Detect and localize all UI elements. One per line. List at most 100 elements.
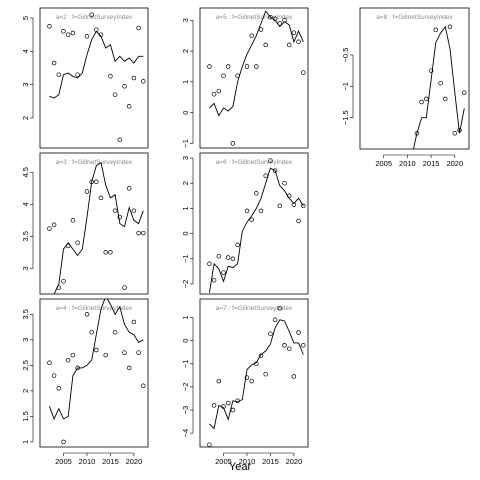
model-fit-line [413, 25, 465, 149]
observation-point [112, 208, 118, 213]
observation-point [419, 99, 424, 105]
observation-point [51, 222, 57, 228]
observation-point [235, 398, 240, 404]
observation-point [207, 442, 212, 447]
panel-3: a=4 : f=GillnetSurveyIndex 1 1.5 2 2.5 3 3.5 20… [21, 295, 149, 466]
observation-point [108, 74, 113, 79]
x-axis-title: Year [229, 461, 252, 473]
observation-point [65, 32, 71, 37]
observation-point [122, 350, 127, 355]
observation-point [211, 277, 217, 283]
observation-point [443, 96, 448, 102]
observation-point [230, 407, 236, 413]
x-tick-label: 2010 [399, 159, 416, 168]
observation-point [428, 68, 434, 73]
y-tick-label: 2 [181, 49, 190, 53]
y-tick-label: −2 [181, 383, 190, 392]
observation-point [141, 383, 146, 389]
observation-point [89, 329, 94, 335]
observation-point [89, 179, 94, 185]
observation-point [70, 218, 76, 223]
y-tick-label: 3 [21, 338, 30, 342]
observation-point [122, 285, 127, 290]
y-tick-label: 3 [21, 83, 30, 87]
observation-point [126, 186, 132, 191]
panel-title: a=5 : f=GillnetSurveyIndex [216, 14, 293, 21]
y-tick-label: 3 [181, 156, 190, 160]
observation-point [230, 256, 236, 262]
y-tick-label: 4 [21, 49, 30, 53]
y-tick-label: 1 [21, 440, 30, 444]
observation-point [136, 230, 141, 236]
observation-point [56, 72, 62, 77]
model-fit-line [53, 161, 144, 294]
observation-point [61, 439, 66, 445]
observation-point [296, 39, 301, 45]
plot-area [207, 10, 306, 146]
observation-point [282, 343, 287, 348]
observation-point [249, 217, 254, 222]
panel-frame [39, 7, 149, 149]
observation-point [286, 42, 292, 48]
y-tick-label: 3.5 [21, 309, 30, 319]
observation-point [122, 84, 127, 89]
observation-point [452, 131, 458, 136]
y-tick-label: 1 [181, 315, 190, 319]
observation-point [117, 137, 123, 142]
observation-point [462, 90, 467, 95]
observation-point [126, 365, 132, 371]
observation-point [99, 295, 103, 299]
panel-7: a=8 : f=GillnetSurveyIndex −1.5 −1 −0.5 2005… [341, 7, 470, 168]
y-tick-label: −1.5 [341, 110, 350, 125]
model-fit-line [208, 167, 304, 293]
y-tick-label: 0 [181, 339, 190, 343]
model-fit-line [209, 319, 304, 430]
observation-point [84, 34, 90, 39]
model-fit-line [209, 10, 304, 117]
panel-6: a=7 : f=GillnetSurveyIndex −4 −3 −2 −1 0 1 2005… [181, 298, 309, 466]
panel-2: a=3 : f=GillnetSurveyIndex 3 3.5 4 4.5 [21, 152, 149, 295]
observation-point [291, 374, 297, 379]
observation-point [221, 270, 226, 275]
y-tick-label: 2 [181, 181, 190, 185]
observation-point [268, 158, 273, 163]
x-tick-label: 2005 [215, 457, 232, 466]
observation-point [75, 365, 80, 371]
observation-point [263, 42, 268, 48]
observation-point [141, 79, 146, 84]
panel-title: a=4 : f=GillnetSurveyIndex [56, 305, 133, 312]
observation-point [84, 189, 90, 194]
observation-point [75, 240, 80, 245]
x-tick-label: 2005 [55, 457, 72, 466]
observation-point [47, 360, 52, 366]
observation-point [249, 378, 254, 384]
observation-point [291, 202, 297, 207]
observation-point [136, 350, 141, 355]
observation-point [89, 12, 94, 17]
observation-point [103, 250, 108, 255]
panel-title: a=3 : f=GillnetSurveyIndex [56, 159, 133, 166]
observation-point [65, 243, 71, 249]
y-tick-label: −1 [181, 254, 190, 263]
observation-point [118, 295, 122, 299]
observation-point [108, 250, 113, 255]
observation-point [277, 203, 283, 209]
plot-area [47, 12, 146, 142]
panel-frame [359, 7, 470, 150]
observation-point [263, 371, 268, 377]
observation-point [249, 33, 254, 38]
panel-title: a=2 : f=GillnetSurveyIndex [56, 14, 133, 21]
y-tick-label: 5 [21, 16, 30, 20]
observation-point [296, 330, 301, 335]
observation-point [244, 375, 250, 380]
y-tick-label: −1 [341, 82, 350, 91]
y-tick-label: −0.5 [341, 48, 350, 63]
observation-point [225, 255, 231, 260]
observation-point [131, 75, 137, 81]
observation-point [61, 278, 66, 284]
observation-point [254, 361, 259, 367]
observation-point [254, 191, 259, 196]
x-tick-label: 2010 [79, 457, 96, 466]
observation-point [296, 218, 301, 224]
observation-point [235, 242, 240, 248]
